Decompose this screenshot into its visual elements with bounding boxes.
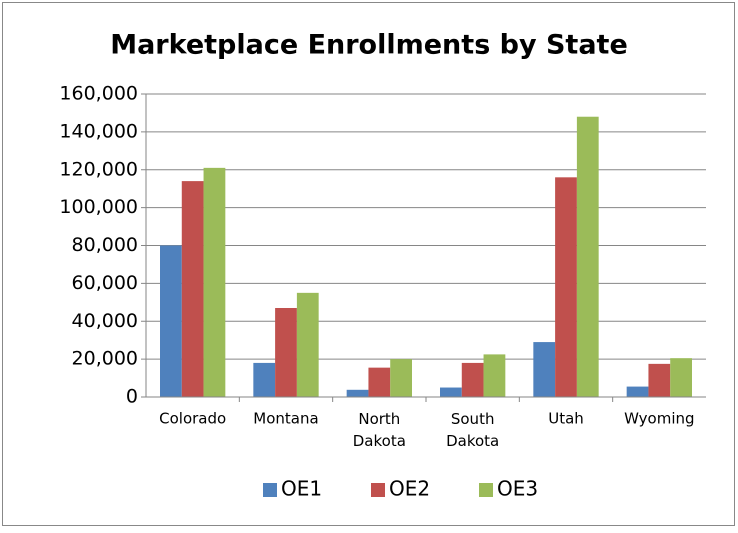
bar: [160, 245, 182, 397]
x-tick-label: North Dakota: [353, 410, 406, 450]
legend-swatch: [371, 483, 385, 497]
bar: [648, 363, 671, 397]
bar: [626, 386, 649, 397]
y-tick-label: 120,000: [59, 158, 138, 180]
y-tick-label: 40,000: [72, 310, 138, 332]
bar: [483, 354, 506, 397]
y-tick-label: 160,000: [59, 83, 138, 105]
x-tick-label: Utah: [548, 410, 584, 428]
chart-frame: [2, 2, 735, 526]
x-tick-label: Montana: [253, 410, 318, 428]
bar: [181, 181, 204, 397]
x-tick-label: Colorado: [159, 410, 226, 428]
legend-swatch: [479, 483, 493, 497]
bar: [533, 342, 556, 397]
y-tick-label: 0: [126, 386, 138, 408]
y-tick-label: 20,000: [72, 348, 138, 370]
bar: [670, 358, 692, 397]
bar: [346, 389, 369, 397]
bar: [555, 177, 577, 397]
legend-label: OE3: [497, 477, 538, 501]
legend-label: OE2: [389, 477, 430, 501]
bar: [461, 362, 484, 397]
bar: [253, 362, 276, 397]
y-tick-label: 140,000: [59, 120, 138, 142]
legend-swatch: [263, 483, 277, 497]
bar: [368, 367, 391, 397]
bar: [296, 292, 319, 397]
y-tick-label: 80,000: [72, 234, 138, 256]
bar: [576, 116, 599, 397]
x-tick-label: South Dakota: [446, 410, 499, 450]
bar: [440, 387, 462, 397]
bar: [390, 359, 412, 397]
y-tick-label: 100,000: [59, 196, 138, 218]
legend-label: OE1: [281, 477, 322, 501]
y-tick-label: 60,000: [72, 272, 138, 294]
chart-title: Marketplace Enrollments by State: [110, 30, 628, 61]
x-tick-label: Wyoming: [624, 410, 694, 428]
bar: [275, 307, 297, 397]
bar: [203, 167, 226, 397]
